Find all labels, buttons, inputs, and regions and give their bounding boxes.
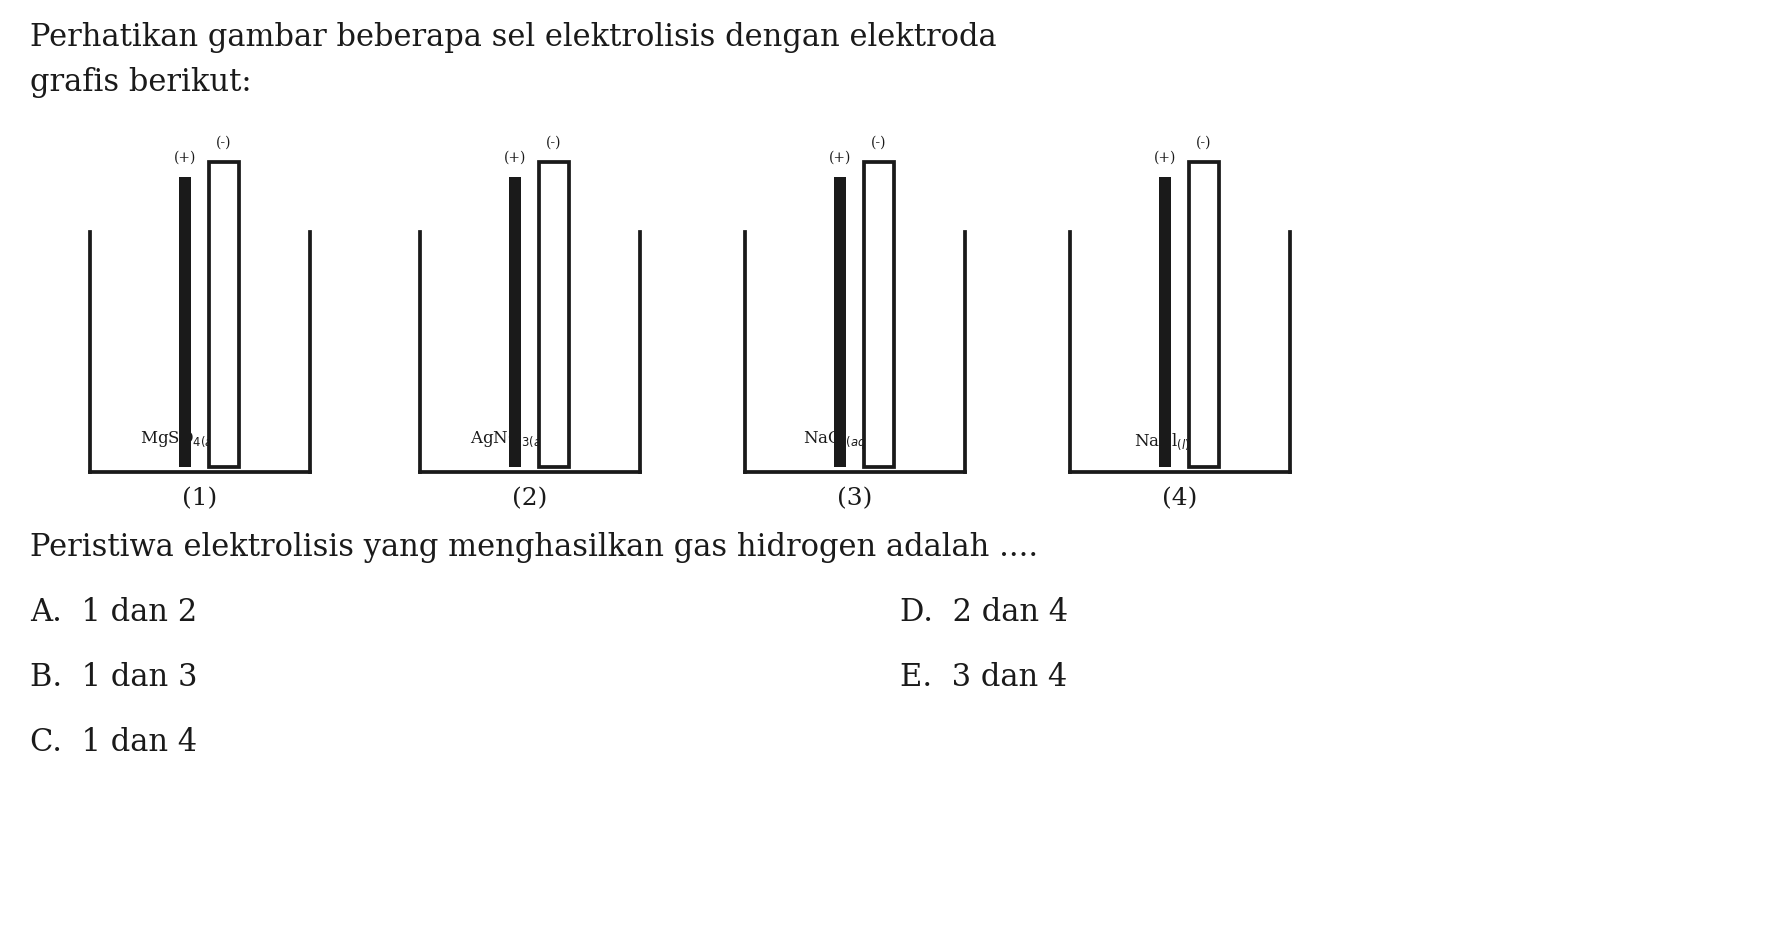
Text: (3): (3) <box>838 487 872 510</box>
Text: E.  3 dan 4: E. 3 dan 4 <box>900 662 1067 693</box>
Text: AgNO$_{3(aq)}$: AgNO$_{3(aq)}$ <box>471 429 553 452</box>
Text: (+): (+) <box>503 151 526 165</box>
Text: (-): (-) <box>872 136 886 150</box>
Text: (1): (1) <box>183 487 218 510</box>
Text: (+): (+) <box>829 151 851 165</box>
Text: B.  1 dan 3: B. 1 dan 3 <box>30 662 197 693</box>
Text: NaCl$_{(aq)}$: NaCl$_{(aq)}$ <box>803 428 870 452</box>
Bar <box>865 162 895 467</box>
Text: (-): (-) <box>546 136 562 150</box>
Bar <box>1159 177 1171 467</box>
Bar <box>835 177 845 467</box>
Bar <box>509 177 521 467</box>
Bar <box>1189 162 1219 467</box>
Text: grafis berikut:: grafis berikut: <box>30 67 252 98</box>
Text: Peristiwa elektrolisis yang menghasilkan gas hidrogen adalah ....: Peristiwa elektrolisis yang menghasilkan… <box>30 532 1038 563</box>
Text: (+): (+) <box>1154 151 1177 165</box>
Text: (4): (4) <box>1162 487 1198 510</box>
Text: A.  1 dan 2: A. 1 dan 2 <box>30 597 197 628</box>
Text: (+): (+) <box>174 151 197 165</box>
Text: Perhatikan gambar beberapa sel elektrolisis dengan elektroda: Perhatikan gambar beberapa sel elektroli… <box>30 22 996 53</box>
Text: (-): (-) <box>1196 136 1212 150</box>
Bar <box>539 162 569 467</box>
Bar <box>209 162 239 467</box>
Text: (-): (-) <box>216 136 232 150</box>
Text: C.  1 dan 4: C. 1 dan 4 <box>30 727 197 758</box>
Text: NaCl$_{(l)}$: NaCl$_{(l)}$ <box>1134 431 1191 452</box>
Bar <box>179 177 191 467</box>
Text: MgSO$_{4(aq)}$: MgSO$_{4(aq)}$ <box>140 429 225 452</box>
Text: D.  2 dan 4: D. 2 dan 4 <box>900 597 1069 628</box>
Text: (2): (2) <box>512 487 548 510</box>
